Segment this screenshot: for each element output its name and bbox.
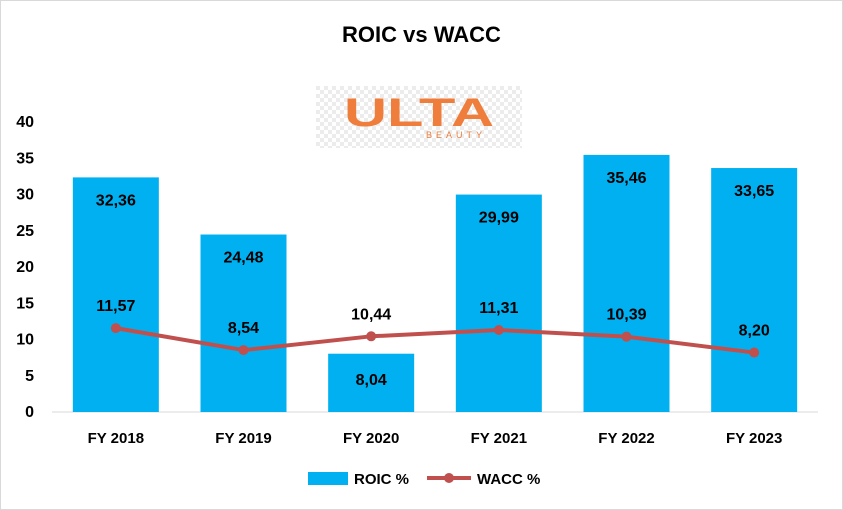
y-tick-label: 10	[16, 332, 34, 349]
x-category-label: FY 2022	[598, 430, 654, 447]
wacc-point	[110, 323, 121, 334]
roic-bar	[711, 168, 798, 412]
wacc-point	[493, 325, 504, 336]
roic-data-label: 32,36	[96, 192, 136, 209]
wacc-data-label: 11,31	[479, 300, 518, 317]
y-tick-label: 20	[16, 259, 34, 276]
wacc-data-label: 8,20	[739, 323, 770, 340]
y-tick-label: 0	[25, 404, 34, 421]
legend-wacc-marker	[444, 473, 454, 483]
roic-data-label: 29,99	[479, 210, 519, 227]
roic-data-label: 35,46	[606, 170, 646, 187]
y-tick-label: 35	[16, 150, 34, 167]
y-tick-label: 25	[16, 223, 34, 240]
wacc-point	[749, 347, 760, 358]
y-tick-label: 30	[16, 187, 34, 204]
y-tick-label: 40	[16, 114, 34, 131]
roic-bar	[200, 234, 287, 412]
roic-bar	[583, 154, 670, 413]
roic-bar	[72, 177, 159, 412]
wacc-point	[366, 331, 377, 342]
y-tick-label: 15	[16, 295, 34, 312]
logo-text: ULTA	[344, 91, 494, 135]
x-category-label: FY 2018	[88, 430, 144, 447]
legend-wacc-label: WACC %	[477, 471, 540, 488]
roic-data-label: 24,48	[223, 250, 263, 267]
x-category-label: FY 2021	[471, 430, 527, 447]
wacc-data-label: 11,57	[96, 298, 135, 315]
wacc-line	[115, 326, 755, 355]
x-category-label: FY 2023	[726, 430, 782, 447]
ulta-beauty-logo: ULTA BEAUTY	[316, 86, 522, 148]
y-tick-label: 5	[25, 368, 34, 385]
roic-data-label: 8,04	[356, 372, 387, 389]
wacc-point	[621, 331, 632, 342]
legend-roic-label: ROIC %	[354, 471, 409, 488]
roic-bar	[455, 194, 542, 412]
x-category-label: FY 2020	[343, 430, 399, 447]
wacc-data-label: 8,54	[228, 320, 259, 337]
chart-title: ROIC vs WACC	[342, 22, 501, 47]
roic-data-label: 33,65	[734, 183, 774, 200]
wacc-data-label: 10,44	[351, 306, 391, 323]
x-category-label: FY 2019	[215, 430, 271, 447]
wacc-point	[238, 345, 249, 356]
legend-roic-swatch	[308, 472, 348, 485]
roic-bar	[328, 353, 415, 412]
logo-subtext: BEAUTY	[426, 130, 486, 140]
wacc-data-label: 10,39	[606, 307, 646, 324]
